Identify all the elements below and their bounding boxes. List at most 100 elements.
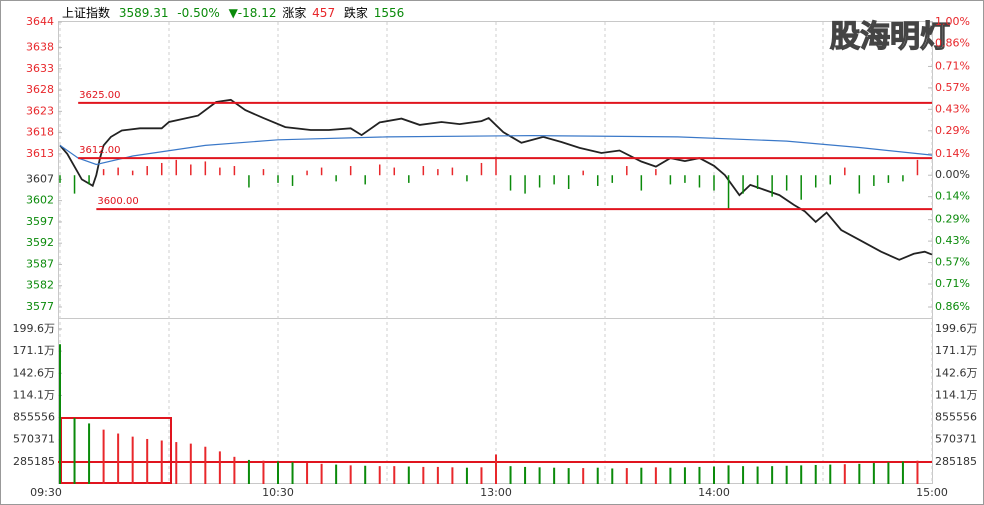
volume-bar xyxy=(465,467,468,484)
y2-tick-label: 0.86% xyxy=(935,300,970,313)
y-tick-label: 3618 xyxy=(26,126,54,139)
breadth-bar xyxy=(698,175,701,188)
volume-bar xyxy=(378,466,381,484)
volume-bar xyxy=(553,467,556,484)
y-tick-label: 3602 xyxy=(26,194,54,207)
breadth-bar xyxy=(204,161,207,176)
volume-bar xyxy=(829,464,832,484)
breadth-bar xyxy=(335,175,337,182)
volume-bar xyxy=(916,460,919,484)
up-label: 涨家 xyxy=(282,6,307,20)
y-tick-label: 3592 xyxy=(26,236,54,249)
breadth-bar xyxy=(524,175,526,194)
y2-tick-label: 0.57% xyxy=(935,81,970,94)
volume-bar xyxy=(306,463,309,484)
volume-tick-label-right: 570371 xyxy=(935,433,977,446)
volume-bar xyxy=(582,468,585,484)
volume-bar xyxy=(683,467,686,484)
volume-bar xyxy=(771,466,774,484)
y-tick-label: 3633 xyxy=(26,62,54,75)
y2-tick-label: 0.57% xyxy=(935,256,970,269)
volume-bar xyxy=(393,466,396,484)
breadth-bar xyxy=(640,175,643,191)
change-pct: -0.50% xyxy=(177,6,220,20)
volume-bar xyxy=(102,429,105,484)
volume-bar xyxy=(727,465,730,484)
volume-bar xyxy=(146,438,149,484)
y-tick-label: 3628 xyxy=(26,83,54,96)
breadth-bar xyxy=(393,167,396,176)
volume-tick-label: 114.1万 xyxy=(13,388,56,401)
y-tick-label: 3597 xyxy=(26,215,54,228)
breadth-bar xyxy=(771,175,773,197)
breadth-bar xyxy=(451,167,454,176)
breadth-bar xyxy=(480,162,483,176)
breadth-bar xyxy=(844,167,846,176)
breadth-bar xyxy=(102,169,105,176)
breadth-bar xyxy=(626,166,628,176)
volume-tick-label-right: 114.1万 xyxy=(935,388,978,401)
y-tick-label: 3623 xyxy=(26,104,54,117)
volume-bar xyxy=(320,463,323,484)
volume-bar xyxy=(59,344,61,484)
breadth-bar xyxy=(73,175,76,194)
volume-bar xyxy=(422,466,425,484)
change: ▼-18.12 xyxy=(228,6,277,20)
price: 3589.31 xyxy=(118,6,169,20)
breadth-bar xyxy=(669,175,672,185)
y2-tick-label: 0.71% xyxy=(935,277,970,290)
breadth-bar xyxy=(219,167,221,176)
volume-bar xyxy=(640,467,643,484)
volume-bar xyxy=(349,465,352,484)
breadth-bar xyxy=(582,170,584,176)
breadth-bar xyxy=(378,164,381,176)
volume-tick-label: 285185 xyxy=(13,455,55,468)
breadth-bar xyxy=(538,175,541,188)
volume-bar xyxy=(625,468,628,484)
header: 上证指数 3589.31 -0.50% ▼-18.12 涨家 457 跌家 15… xyxy=(62,4,409,21)
volume-bar xyxy=(524,466,527,484)
volume-tick-label: 171.1万 xyxy=(13,344,56,357)
volume-bar xyxy=(596,467,599,484)
price-line xyxy=(59,98,933,261)
y2-tick-label: 0.43% xyxy=(935,234,970,247)
volume-bar xyxy=(436,466,439,484)
y-tick-label: 3607 xyxy=(26,172,54,185)
volume-bar xyxy=(247,459,250,484)
y2-tick-label: 1.00% xyxy=(935,15,970,28)
breadth-bar xyxy=(509,175,512,191)
breadth-bar xyxy=(567,175,570,190)
breadth-bar xyxy=(160,162,163,176)
breadth-bar xyxy=(800,175,802,200)
breadth-bar xyxy=(422,166,425,176)
volume-bar xyxy=(204,446,207,484)
y2-tick-label: 0.71% xyxy=(935,59,970,72)
level-label: 3625.00 xyxy=(79,90,120,101)
volume-bar xyxy=(713,466,715,484)
y2-tick-label: 0.14% xyxy=(935,190,970,203)
volume-bar xyxy=(175,442,178,484)
y-tick-label: 3577 xyxy=(26,300,54,313)
breadth-bar xyxy=(190,164,192,176)
volume-bar xyxy=(117,433,120,484)
y2-tick-label: 0.86% xyxy=(935,36,970,49)
breadth-bar xyxy=(858,175,861,194)
breadth-bar xyxy=(611,175,614,183)
volume-bar xyxy=(800,465,803,484)
volume-bar xyxy=(901,461,904,484)
x-tick-label: 14:00 xyxy=(698,486,730,499)
breadth-bar xyxy=(814,175,817,188)
volume-tick-label: 199.6万 xyxy=(13,322,56,335)
y2-tick-label: 0.29% xyxy=(935,213,970,226)
volume-bar xyxy=(218,451,221,484)
breadth-bar xyxy=(742,175,744,194)
volume-tick-label: 142.6万 xyxy=(13,366,56,379)
breadth-bar xyxy=(916,159,919,176)
volume-bar xyxy=(189,443,192,484)
y-tick-label: 3587 xyxy=(26,257,54,270)
volume-bar xyxy=(872,463,875,484)
volume-bar xyxy=(756,466,759,484)
volume-bar xyxy=(335,464,338,484)
breadth-bar xyxy=(277,175,279,183)
